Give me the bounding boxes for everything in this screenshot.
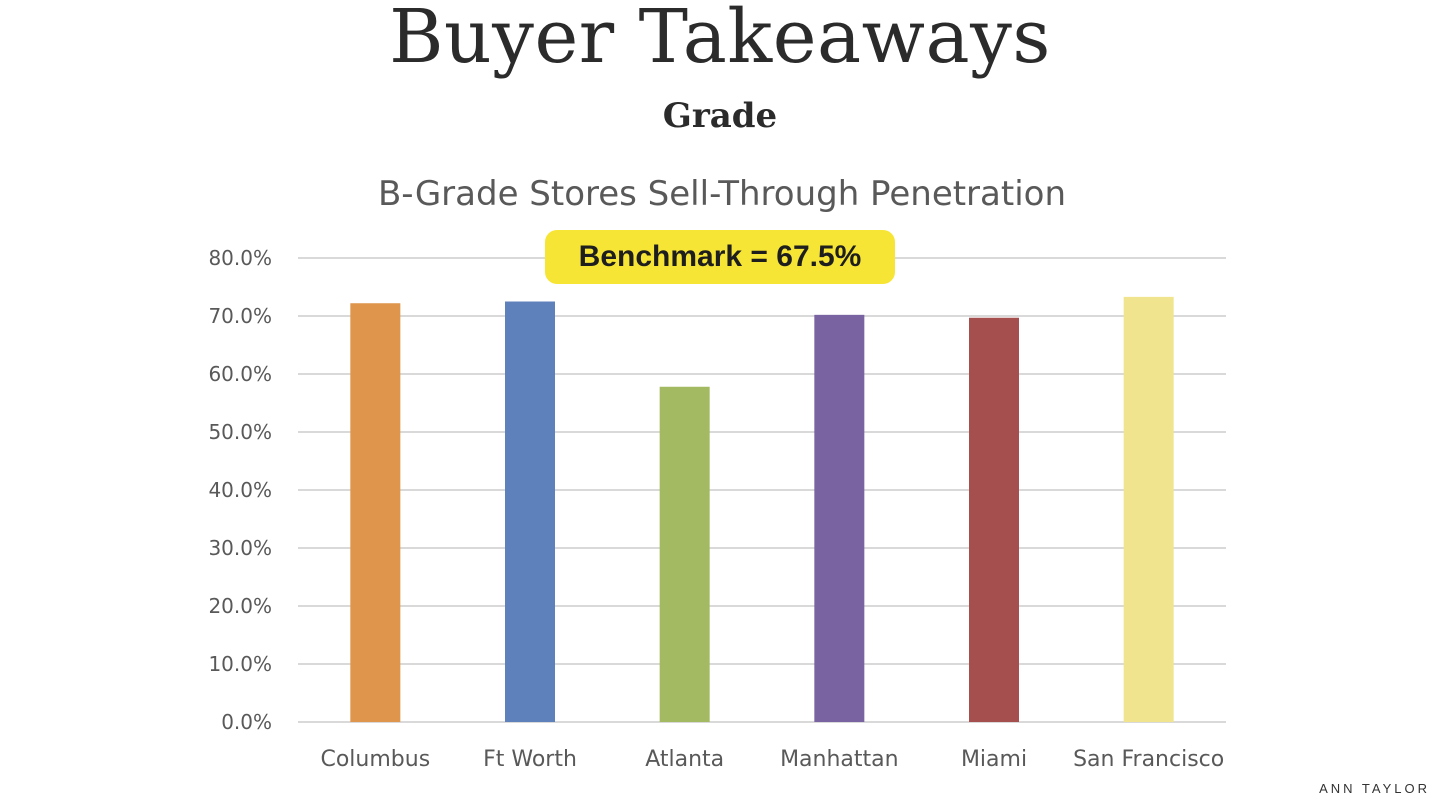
x-category-label: Manhattan: [780, 747, 899, 772]
page-title: Buyer Takeaways: [389, 0, 1051, 80]
y-tick-label: 50.0%: [208, 420, 272, 444]
bar-san-francisco: [1123, 296, 1174, 722]
x-category-label: Ft Worth: [483, 747, 577, 772]
x-category-label: Miami: [961, 747, 1027, 772]
benchmark-callout: Benchmark = 67.5%: [545, 230, 895, 284]
bar-atlanta: [659, 386, 710, 722]
bar-columbus: [350, 303, 401, 722]
y-tick-label: 0.0%: [221, 710, 272, 734]
x-category-label: Columbus: [320, 747, 430, 772]
y-tick-label: 30.0%: [208, 536, 272, 560]
bar-ft-worth: [505, 301, 555, 722]
y-tick-label: 10.0%: [208, 652, 272, 676]
y-tick-label: 60.0%: [208, 362, 272, 386]
y-axis-ticks: 0.0% 10.0% 20.0% 30.0% 40.0% 50.0% 60.0% 70.0% 8…: [208, 246, 272, 734]
chart-title: B-Grade Stores Sell-Through Penetration: [377, 174, 1067, 214]
x-category-label: San Francisco: [1073, 747, 1224, 772]
x-axis-labels: Columbus Ft Worth Atlanta Manhattan Miami San…: [320, 747, 1224, 772]
bar-manhattan: [814, 314, 865, 722]
y-tick-label: 70.0%: [208, 304, 272, 328]
bar-miami: [969, 317, 1019, 722]
y-tick-label: 40.0%: [208, 478, 272, 502]
x-category-label: Atlanta: [645, 747, 724, 772]
brand-logo: ANN TAYLOR: [1319, 781, 1430, 796]
gridlines: [298, 257, 1226, 723]
y-tick-label: 20.0%: [208, 594, 272, 618]
y-tick-label: 80.0%: [208, 246, 272, 270]
page-subtitle: Grade: [662, 96, 778, 136]
bars: [350, 296, 1174, 722]
